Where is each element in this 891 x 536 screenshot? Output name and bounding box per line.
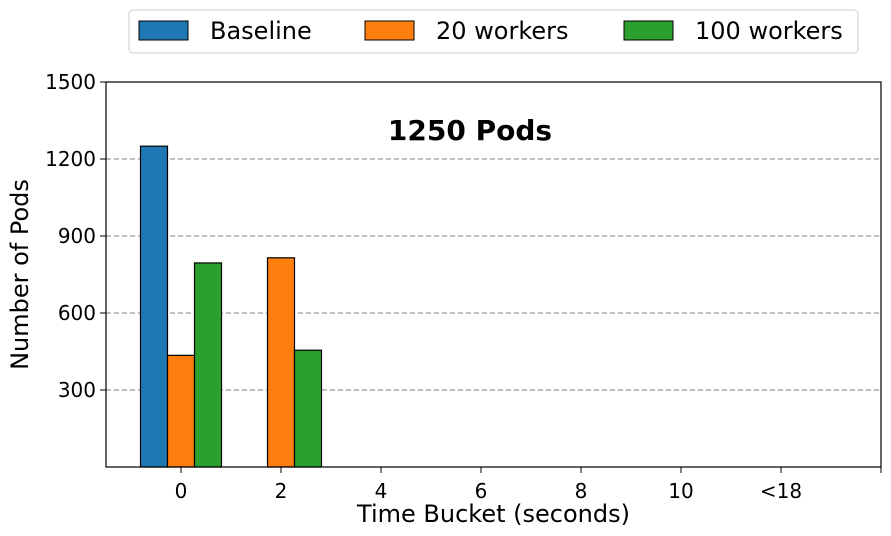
bar-20-workers-0 xyxy=(166,354,196,468)
x-tick-label: 2 xyxy=(275,479,288,503)
legend-label: 20 workers xyxy=(436,17,569,45)
x-tick-label: 6 xyxy=(475,479,488,503)
bar-baseline-0 xyxy=(139,145,169,468)
y-axis-ticks: 300 600 900 1200 1500 xyxy=(45,70,106,402)
bars xyxy=(139,145,323,468)
legend-label: 100 workers xyxy=(695,17,843,45)
chart-title: 1250 Pods xyxy=(388,114,552,147)
y-tick-label: 1200 xyxy=(45,147,96,171)
x-tick-label: 8 xyxy=(575,479,588,503)
y-tick-label: 300 xyxy=(58,378,96,402)
plot-frame xyxy=(105,81,882,468)
legend-swatch xyxy=(364,20,415,41)
y-axis-label: Number of Pods xyxy=(6,179,34,370)
grid-lines xyxy=(106,158,881,391)
legend-swatch xyxy=(623,20,674,41)
legend: Baseline 20 workers 100 workers xyxy=(128,9,859,54)
x-axis-ticks: 0 2 4 6 8 10 <18 xyxy=(175,467,882,503)
x-tick-label: 10 xyxy=(668,479,693,503)
legend-label: Baseline xyxy=(210,17,312,45)
x-tick-label: <18 xyxy=(760,479,802,503)
bar-20-workers-1 xyxy=(266,257,296,468)
x-tick-label: 4 xyxy=(375,479,388,503)
y-tick-label: 900 xyxy=(58,224,96,248)
x-tick-label: 0 xyxy=(175,479,188,503)
bar-100-workers-1 xyxy=(293,349,323,468)
y-tick-label: 1500 xyxy=(45,70,96,94)
x-axis-label: Time Bucket (seconds) xyxy=(356,500,630,528)
legend-frame xyxy=(128,9,859,54)
legend-swatch xyxy=(138,20,189,41)
y-tick-label: 600 xyxy=(58,301,96,325)
bar-100-workers-0 xyxy=(193,262,223,468)
